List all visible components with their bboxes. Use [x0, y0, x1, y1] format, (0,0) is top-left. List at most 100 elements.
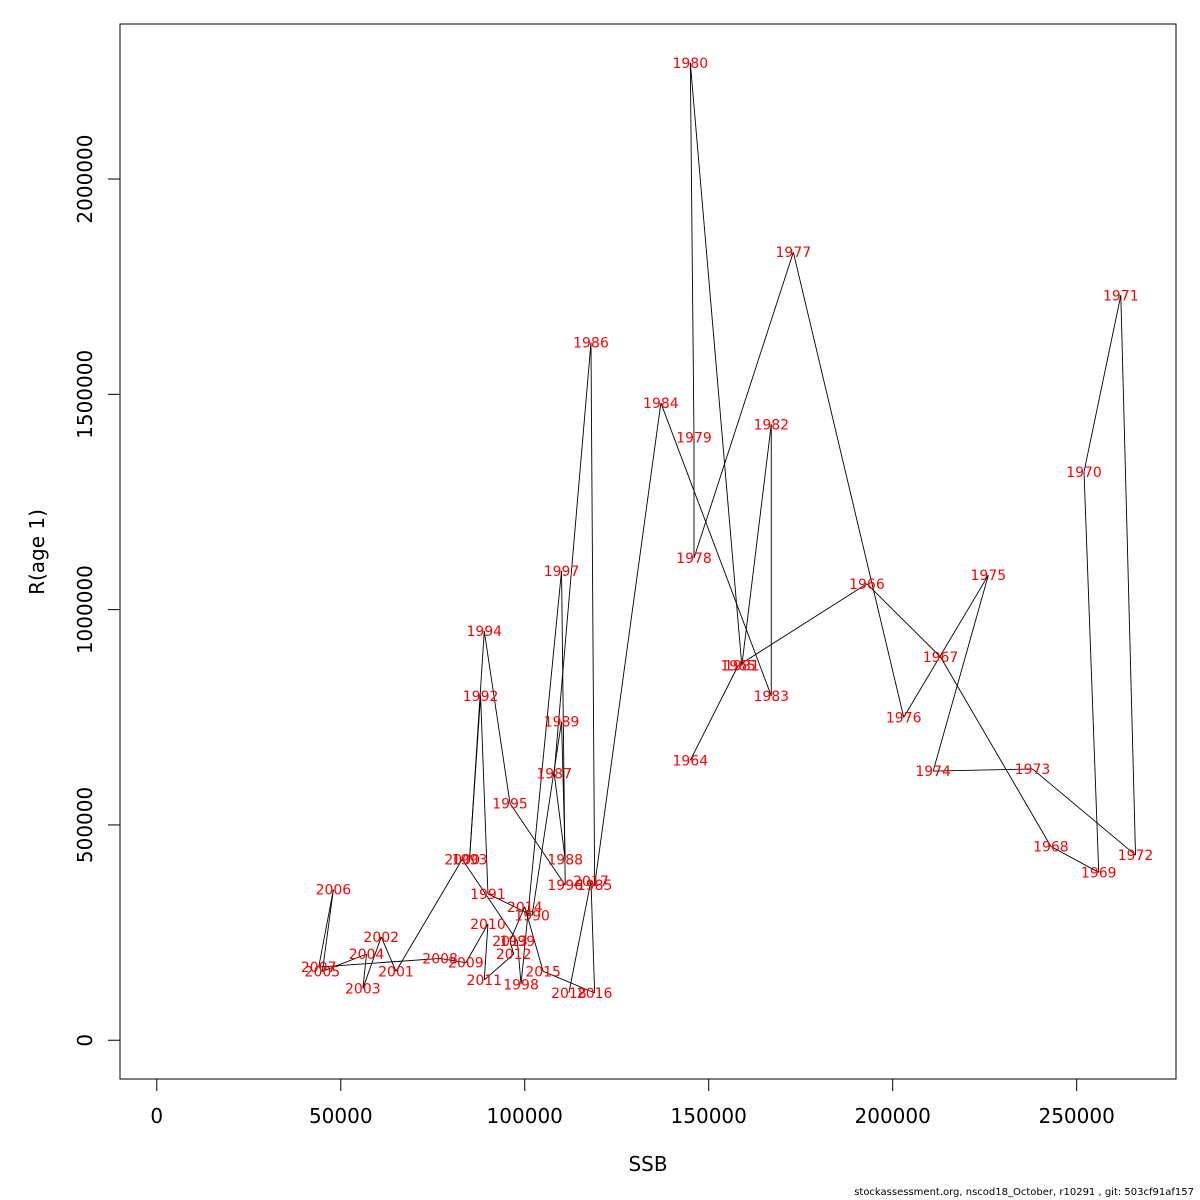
series-segment: [516, 941, 522, 985]
y-axis-label: R(age 1): [25, 509, 49, 595]
y-tick-label: 0: [73, 1034, 97, 1047]
year-label: 1973: [1015, 762, 1051, 778]
series-segment: [321, 889, 334, 972]
year-label: 2018: [551, 986, 587, 1002]
series-path: [318, 62, 1136, 994]
series-segment: [1050, 846, 1099, 873]
series-segment: [553, 342, 592, 774]
x-tick-label: 150000: [671, 1104, 747, 1128]
series-segment: [1083, 471, 1100, 873]
year-label: 1979: [676, 430, 712, 446]
series-segment: [487, 893, 533, 916]
series-segment: [440, 957, 466, 964]
series-segment: [509, 941, 515, 955]
series-segment: [395, 859, 463, 972]
series-segment: [461, 859, 518, 942]
series-segment: [932, 575, 989, 772]
series-segment: [568, 880, 592, 993]
x-tick-label: 0: [150, 1104, 163, 1128]
year-label: 1988: [547, 852, 583, 868]
year-label: 1999: [500, 934, 536, 950]
x-tick-label: 50000: [309, 1104, 373, 1128]
series-segment: [322, 953, 367, 972]
year-label: 1984: [643, 396, 679, 412]
year-label: 2011: [466, 973, 502, 989]
year-label: 2006: [316, 883, 352, 899]
series-segment: [531, 721, 562, 916]
year-label: 1997: [544, 564, 580, 580]
year-label: 2003: [345, 982, 381, 998]
x-tick-label: 100000: [487, 1104, 563, 1128]
series-segment: [480, 695, 489, 894]
year-label: 1996: [547, 878, 583, 894]
year-label: 2013: [492, 934, 528, 950]
year-label: 1986: [573, 336, 609, 352]
year-label: 1985: [577, 878, 613, 894]
series-segment: [590, 880, 596, 993]
series-segment: [469, 631, 485, 860]
year-label: 1974: [915, 764, 951, 780]
series-segment: [1032, 768, 1136, 856]
series-segment: [903, 574, 989, 718]
year-label: 2002: [363, 930, 399, 946]
series-segment: [1120, 295, 1136, 856]
series-segment: [362, 936, 382, 989]
series-segment: [483, 923, 489, 980]
year-label: 1983: [753, 689, 789, 705]
series-segment: [737, 583, 868, 666]
series-segment: [509, 803, 566, 886]
series-segment: [483, 631, 511, 804]
year-label: 1972: [1118, 848, 1154, 864]
year-label: 2005: [305, 964, 341, 980]
y-tick-label: 2000000: [73, 134, 97, 223]
y-tick-label: 1500000: [73, 350, 97, 439]
year-labels: 1964 1965 1966 1967 1968 1969 1970 1971 1972 1973…: [301, 56, 1153, 1002]
series-segment: [792, 252, 905, 718]
series-segment: [594, 402, 662, 886]
series-segment: [660, 402, 772, 696]
series-segment: [509, 906, 526, 942]
year-label: 2017: [573, 874, 609, 890]
year-label: 1971: [1103, 288, 1139, 304]
year-label: 2007: [301, 960, 337, 976]
series-segment: [380, 936, 397, 972]
x-axis: 0 50000 100000 150000 200000 250000: [150, 1078, 1115, 1128]
series-segment: [940, 656, 1052, 847]
series-segment: [689, 665, 739, 761]
series-segment: [318, 889, 334, 968]
year-label: 1968: [1033, 839, 1069, 855]
series-segment: [590, 342, 596, 886]
year-label: 1978: [676, 551, 712, 567]
year-label: 1989: [544, 715, 580, 731]
series-segment: [1083, 295, 1122, 472]
series-segment: [465, 923, 489, 963]
series-segment: [483, 953, 514, 981]
year-label: 1970: [1066, 465, 1102, 481]
year-label: 1965: [720, 659, 756, 675]
year-label: 1998: [503, 977, 539, 993]
year-label: 2014: [507, 900, 543, 916]
footer-note: stockassessment.org, nscod18_October, r1…: [854, 1187, 1194, 1198]
x-tick-label: 250000: [1038, 1104, 1114, 1128]
year-label: 1967: [923, 650, 959, 666]
year-label: 2000: [444, 852, 480, 868]
year-label: 2008: [422, 951, 458, 967]
series-segment: [524, 906, 544, 972]
series-segment: [689, 62, 695, 438]
year-label: 1975: [971, 568, 1007, 584]
series-segment: [741, 424, 772, 666]
series-segment: [520, 570, 562, 985]
year-label: 2010: [470, 917, 506, 933]
series-segment: [362, 954, 367, 989]
year-label: 1995: [492, 796, 528, 812]
year-label: 1977: [776, 245, 812, 261]
year-label: 1982: [753, 417, 789, 433]
year-label: 1966: [849, 577, 885, 593]
series-segment: [689, 62, 743, 666]
plot-frame: [119, 23, 1177, 1080]
year-label: 2015: [525, 964, 561, 980]
year-label: 1990: [514, 908, 550, 924]
series-segment: [866, 583, 941, 658]
year-label: 1993: [452, 852, 488, 868]
